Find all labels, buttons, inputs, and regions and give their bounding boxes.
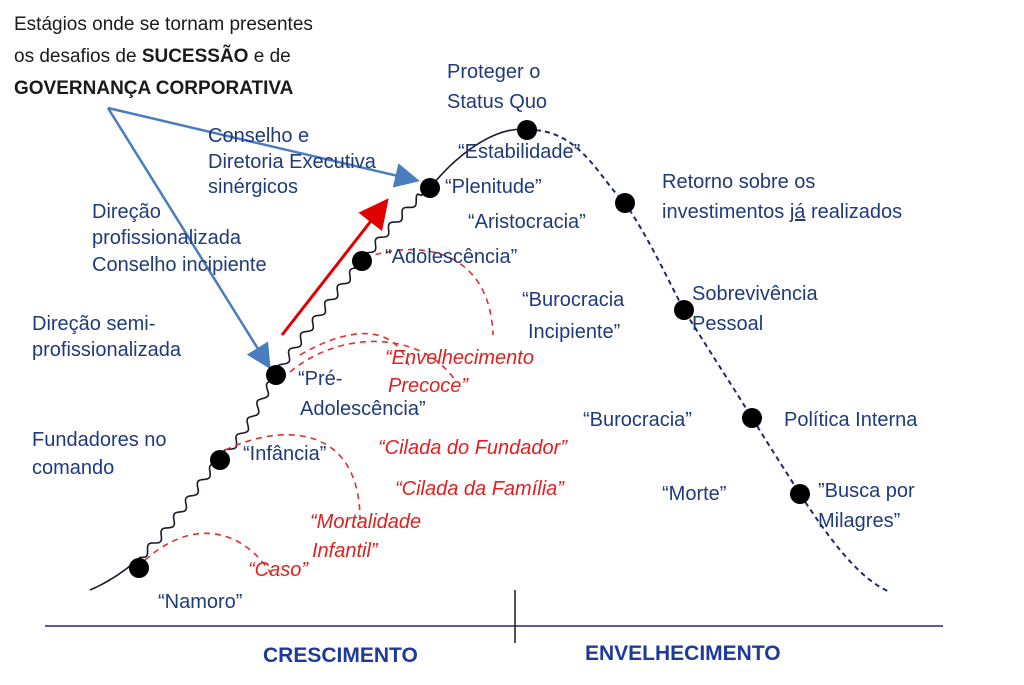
trap-label: “Cilada da Família”: [395, 478, 565, 500]
trap-label: Precoce”: [388, 375, 469, 397]
aging-label: investimentos: [662, 201, 790, 223]
aging-label: investimentos já realizados: [662, 201, 902, 223]
governance-label: comando: [32, 457, 114, 479]
stage-dots: [129, 120, 810, 578]
aging-label: Proteger o: [447, 61, 540, 83]
stage-label: “Infância”: [243, 443, 326, 465]
aging-label: Milagres”: [818, 510, 900, 532]
aging-label: Retorno sobre os: [662, 171, 815, 193]
callout-text: e de: [248, 46, 290, 67]
stage-label: “Namoro”: [158, 591, 242, 613]
callout-text: os desafios de: [14, 46, 142, 67]
decline-curve: [526, 128, 891, 593]
governance-label: Fundadores no: [32, 429, 167, 451]
aging-label: ”Busca por: [818, 480, 915, 502]
aging-label: Sobrevivência: [692, 283, 819, 305]
aging-label: Status Quo: [447, 91, 547, 113]
stage-label: Adolescência”: [300, 398, 426, 420]
aging-label: realizados: [805, 201, 902, 223]
governance-label: Direção semi-: [32, 313, 155, 335]
stage-label: “Burocracia”: [583, 409, 692, 431]
callout-arrow: [106, 107, 271, 370]
governance-label: sinérgicos: [208, 176, 298, 198]
aging-label: Pessoal: [692, 313, 763, 335]
trap-label: “Mortalidade: [310, 511, 421, 533]
governance-label: profissionalizada: [92, 227, 242, 249]
governance-label: profissionalizada: [32, 339, 182, 361]
stage-label: “Estabilidade”: [458, 141, 580, 163]
trap-curves: [144, 248, 494, 576]
growth-arrow: [280, 198, 389, 336]
trap-label: “Caso”: [248, 559, 309, 581]
governance-label: Direção: [92, 201, 161, 223]
aging-label: Política Interna: [784, 409, 918, 431]
callout-arrow: [107, 106, 420, 188]
stage-label: “Aristocracia”: [468, 211, 586, 233]
callout-text: Estágios onde se tornam presentes: [14, 14, 313, 35]
stage-label: “Adolescência”: [385, 246, 517, 268]
aging-label: já: [789, 201, 806, 223]
governance-label: Conselho e: [208, 125, 309, 147]
stage-label: “Pré-: [298, 368, 342, 390]
trap-label: “Cilada do Fundador”: [378, 437, 568, 459]
stage-label: “Burocracia: [522, 289, 625, 311]
phase-label: ENVELHECIMENTO: [585, 642, 781, 665]
stage-label: “Morte”: [662, 483, 726, 505]
stage-label: “Plenitude”: [445, 176, 542, 198]
stage-label: Incipiente”: [528, 321, 620, 343]
trap-label: “Envelhecimento: [385, 347, 534, 369]
trap-label: Infantil”: [312, 540, 379, 562]
phase-label: CRESCIMENTO: [263, 644, 418, 667]
callout-bold: SUCESSÃO: [142, 45, 249, 67]
callout-bold: GOVERNANÇA CORPORATIVA: [14, 78, 294, 99]
callout-text: os desafios de SUCESSÃO e de: [14, 45, 291, 67]
governance-label: Diretoria Executiva: [208, 151, 377, 173]
governance-label: Conselho incipiente: [92, 254, 267, 276]
